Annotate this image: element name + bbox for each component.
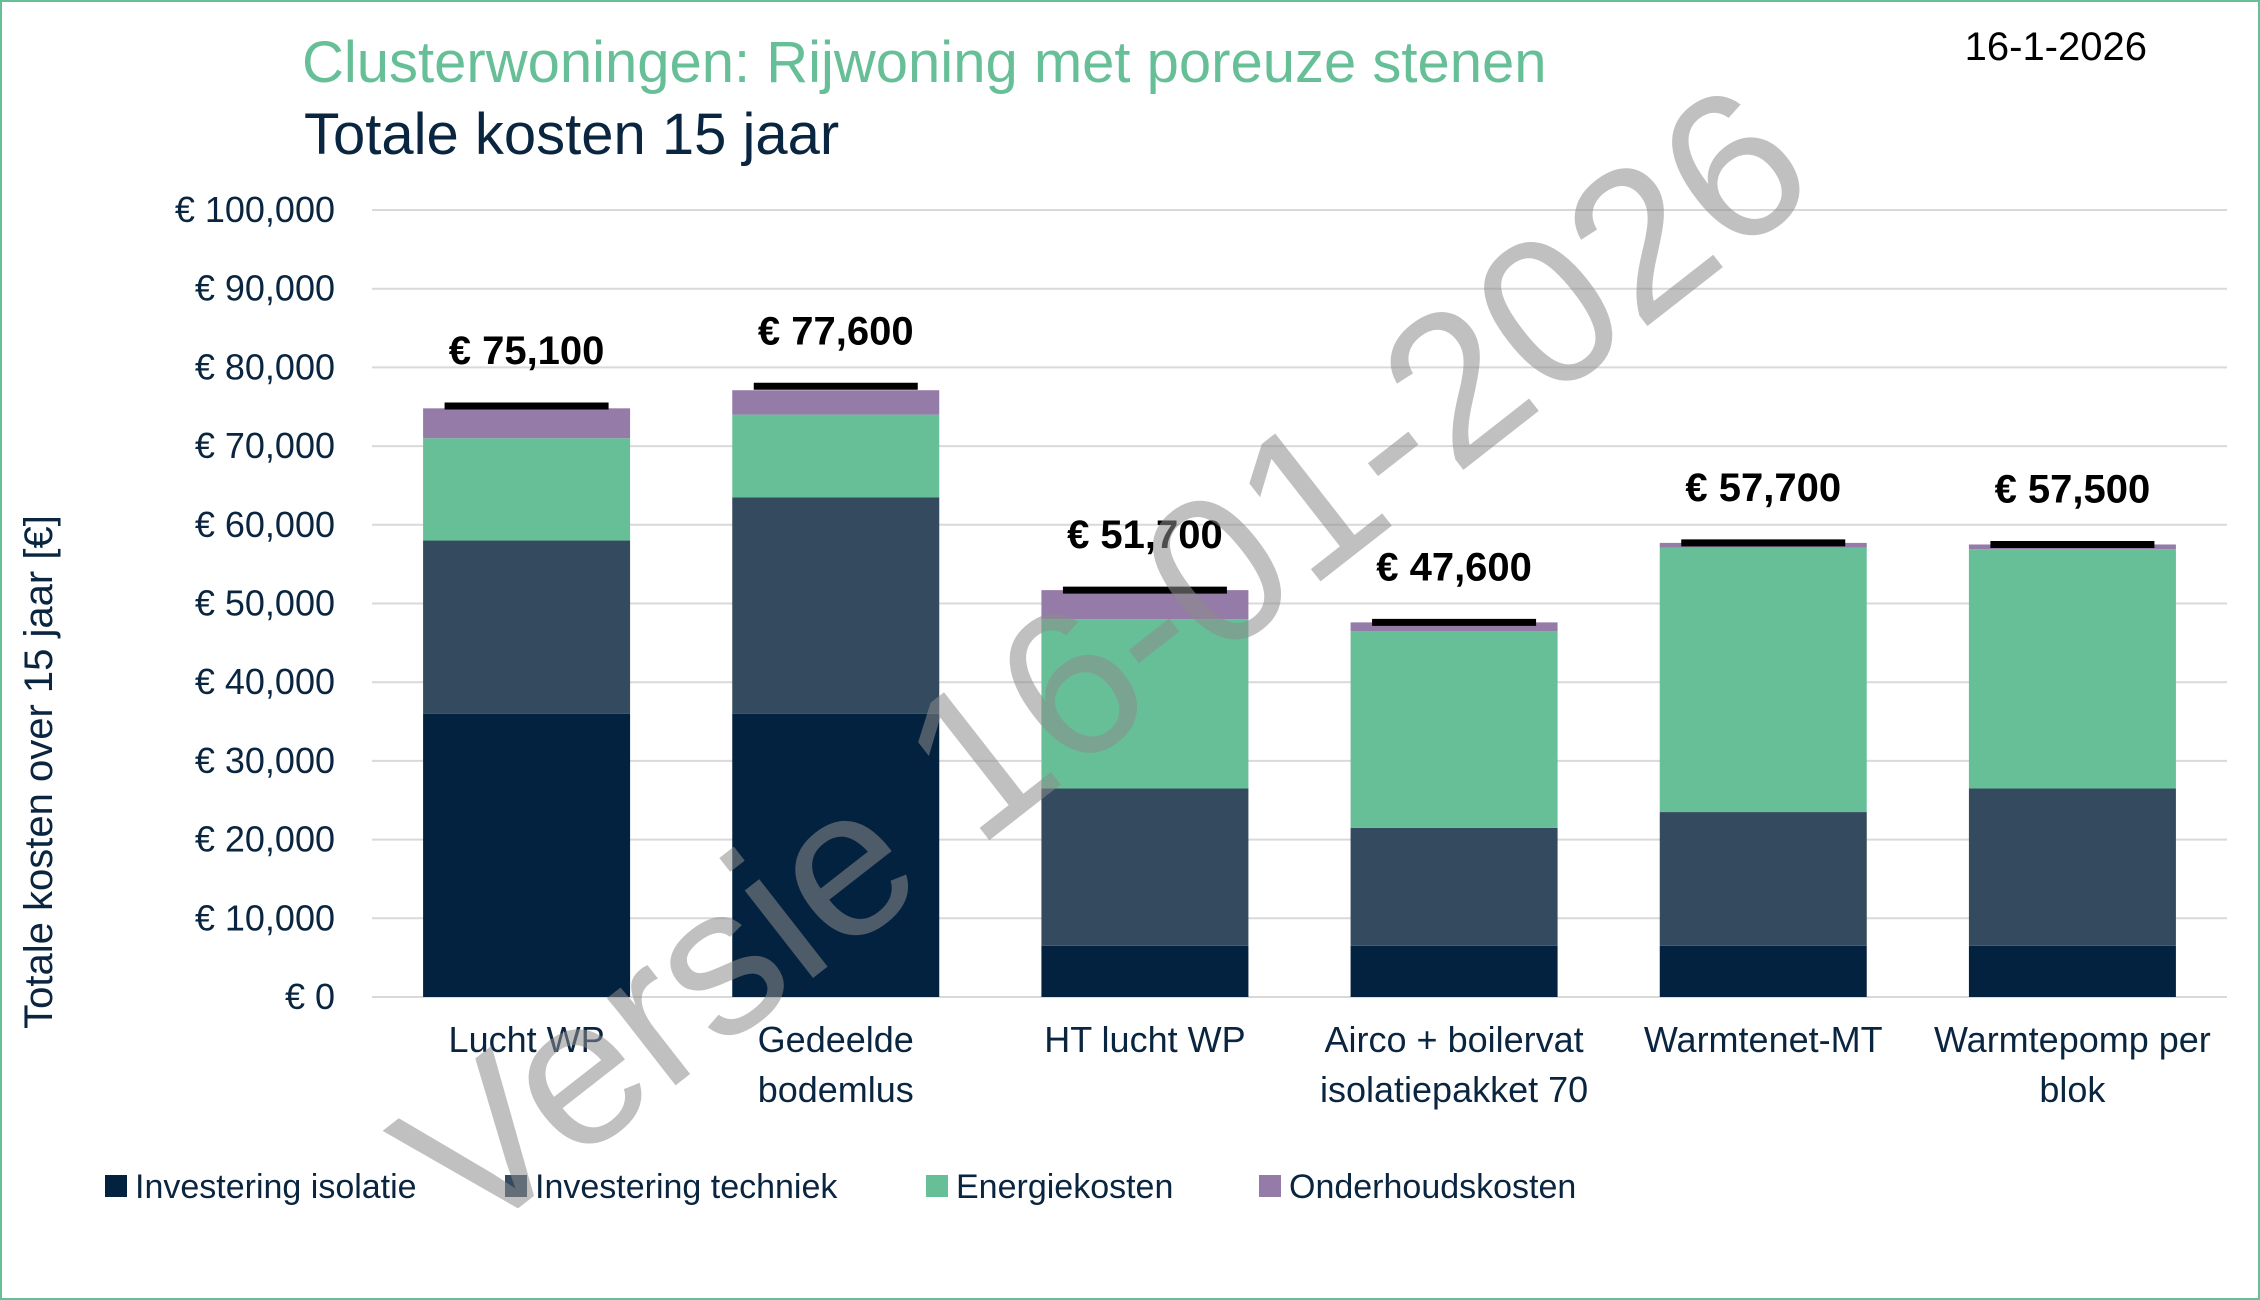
bar-segment <box>1659 547 1867 813</box>
bar-segment <box>732 390 940 415</box>
total-data-label: € 75,100 <box>449 329 605 373</box>
x-tick-label: bodemlus <box>758 1069 914 1110</box>
bar-segment <box>732 497 940 714</box>
y-tick-label: € 70,000 <box>195 425 335 466</box>
y-tick-label: € 100,000 <box>175 189 335 230</box>
total-data-label: € 77,600 <box>758 309 914 353</box>
legend: Investering isolatie Investering techniek… <box>105 1168 1576 1206</box>
bar-segment <box>1350 631 1558 828</box>
date-label: 16-1-2026 <box>1965 25 2147 69</box>
x-tick-label: HT lucht WP <box>1044 1019 1245 1060</box>
legend-entry-label: Investering isolatie <box>135 1168 417 1206</box>
bar-segment <box>1041 590 1249 620</box>
bar-segment <box>1968 788 2176 946</box>
total-data-label: € 57,700 <box>1685 466 1841 510</box>
chart-subtitle: Totale kosten 15 jaar <box>304 102 839 167</box>
y-axis-ticks: € 0 € 10,000 € 20,000 € 30,000 € 40,000 € 50,… <box>175 189 335 1017</box>
bar-segment <box>1041 788 1249 946</box>
y-tick-label: € 50,000 <box>195 583 335 624</box>
y-tick-label: € 40,000 <box>195 661 335 702</box>
x-tick-label: Gedeelde <box>758 1019 914 1060</box>
y-tick-label: € 30,000 <box>195 740 335 781</box>
bar-segment <box>1968 945 2176 997</box>
x-tick-label: Warmtenet-MT <box>1644 1019 1883 1060</box>
gridlines <box>372 209 2227 998</box>
y-tick-label: € 90,000 <box>195 268 335 309</box>
total-data-label: € 57,500 <box>1995 467 2151 511</box>
x-tick-label: Airco + boilervat <box>1325 1019 1584 1060</box>
bar-segment <box>423 713 631 997</box>
y-tick-label: € 0 <box>285 976 335 1017</box>
legend-swatch <box>105 1175 127 1197</box>
y-tick-label: € 20,000 <box>195 819 335 860</box>
bar-segment <box>1041 619 1249 789</box>
y-axis-label: Totale kosten over 15 jaar [€] <box>17 515 61 1029</box>
total-data-label: € 47,600 <box>1376 545 1532 589</box>
legend-entry-label: Onderhoudskosten <box>1289 1168 1576 1206</box>
y-tick-label: € 10,000 <box>195 897 335 938</box>
bar-segment <box>423 408 631 439</box>
bar-segment <box>1659 812 1867 946</box>
x-tick-label: Warmtepomp per <box>1934 1019 2211 1060</box>
total-markers: € 75,100 € 77,600 € 51,700 € 47,600 € 57,700… <box>444 309 2155 626</box>
bar-segment <box>1350 945 1558 997</box>
x-tick-label: Lucht WP <box>449 1019 605 1060</box>
bar-segment <box>423 438 631 541</box>
chart-title: Clusterwoningen: Rijwoning met poreuze s… <box>302 30 1546 95</box>
y-tick-label: € 80,000 <box>195 346 335 387</box>
legend-entry-label: Investering techniek <box>535 1168 838 1206</box>
legend-swatch <box>505 1175 527 1197</box>
legend-swatch <box>926 1175 948 1197</box>
bar-segment <box>732 713 940 997</box>
bar-segment <box>1659 945 1867 997</box>
x-axis-ticks: Lucht WP Gedeelde bodemlus HT lucht WP Airco… <box>449 1019 2211 1110</box>
bar-segment <box>1350 827 1558 946</box>
bars <box>423 390 2176 997</box>
y-tick-label: € 60,000 <box>195 504 335 545</box>
x-tick-label: isolatiepakket 70 <box>1320 1069 1588 1110</box>
bar-segment <box>423 540 631 714</box>
bar-segment <box>732 414 940 498</box>
bar-segment <box>1041 945 1249 997</box>
x-tick-label: blok <box>2039 1069 2106 1110</box>
total-data-label: € 51,700 <box>1067 513 1223 557</box>
bar-segment <box>1968 549 2176 789</box>
legend-entry-label: Energiekosten <box>956 1168 1173 1206</box>
legend-swatch <box>1259 1175 1281 1197</box>
bar-segment <box>1350 622 1558 632</box>
